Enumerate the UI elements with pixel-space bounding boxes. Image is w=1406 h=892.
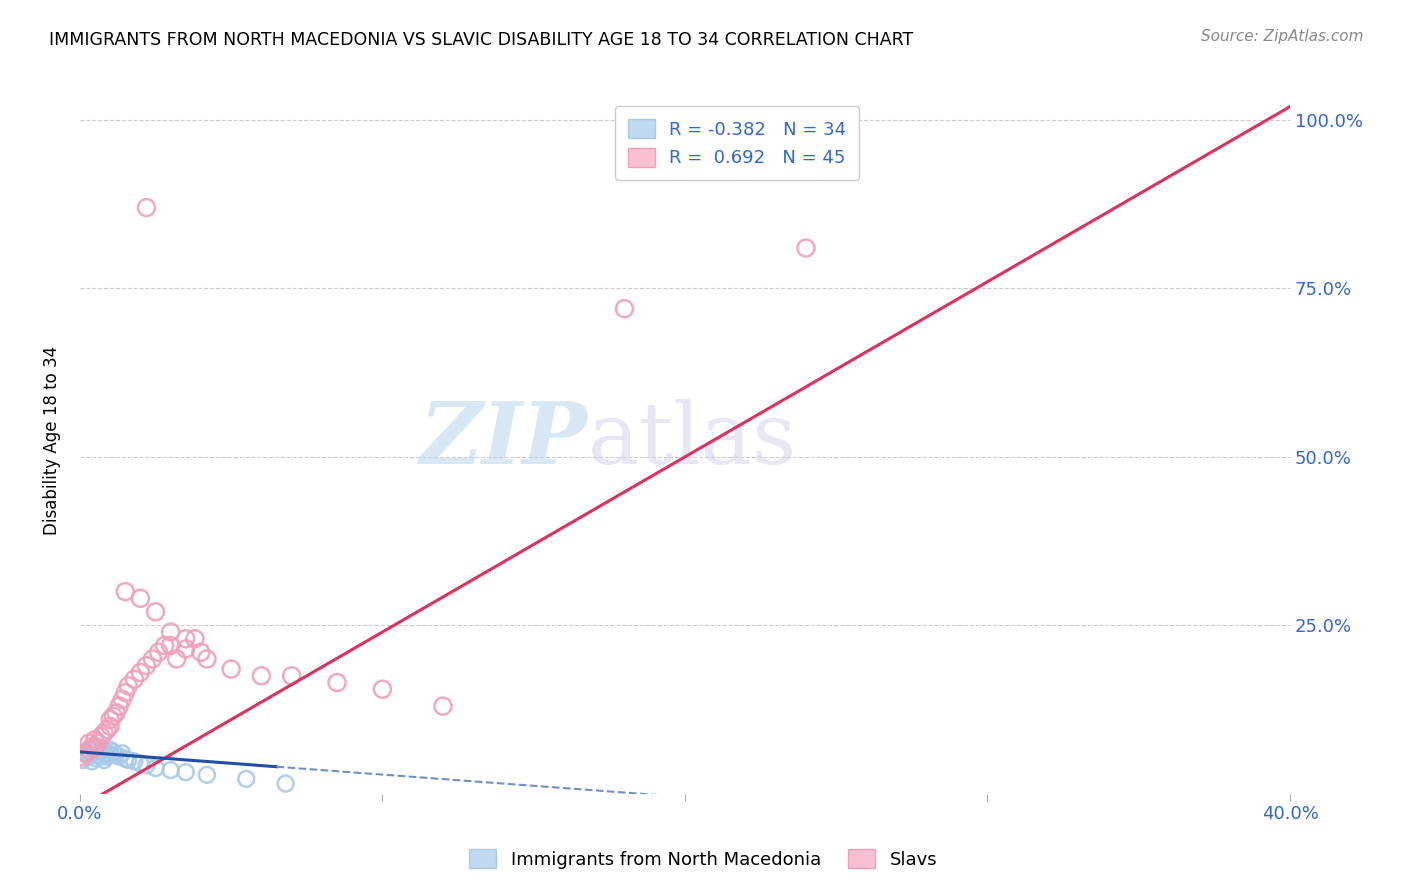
Point <box>114 685 136 699</box>
Point <box>80 755 103 769</box>
Point <box>174 632 197 646</box>
Point <box>219 662 242 676</box>
Point <box>432 699 454 714</box>
Point <box>166 652 188 666</box>
Text: atlas: atlas <box>588 399 797 482</box>
Point <box>87 736 110 750</box>
Point <box>72 749 94 764</box>
Point <box>96 749 118 764</box>
Point <box>77 743 100 757</box>
Point <box>124 672 146 686</box>
Point <box>145 605 167 619</box>
Point <box>124 755 146 769</box>
Point <box>108 749 131 764</box>
Point <box>84 732 107 747</box>
Point <box>250 669 273 683</box>
Point <box>117 679 139 693</box>
Text: Source: ZipAtlas.com: Source: ZipAtlas.com <box>1201 29 1364 44</box>
Point <box>98 713 121 727</box>
Point <box>105 747 128 762</box>
Point <box>613 301 636 316</box>
Point <box>111 746 134 760</box>
Point <box>98 743 121 757</box>
Point <box>129 665 152 680</box>
Point <box>117 753 139 767</box>
Point <box>98 747 121 762</box>
Point <box>93 726 115 740</box>
Point <box>141 652 163 666</box>
Point <box>135 758 157 772</box>
Point <box>90 745 112 759</box>
Point <box>108 699 131 714</box>
Point <box>114 584 136 599</box>
Point <box>195 652 218 666</box>
Point <box>105 706 128 720</box>
Point <box>80 746 103 760</box>
Point <box>794 241 817 255</box>
Point <box>135 658 157 673</box>
Point <box>159 639 181 653</box>
Legend: Immigrants from North Macedonia, Slavs: Immigrants from North Macedonia, Slavs <box>461 842 945 876</box>
Point <box>77 736 100 750</box>
Point <box>75 746 97 760</box>
Point <box>274 776 297 790</box>
Point <box>77 743 100 757</box>
Point <box>96 746 118 760</box>
Point <box>280 669 302 683</box>
Point <box>101 745 124 759</box>
Y-axis label: Disability Age 18 to 34: Disability Age 18 to 34 <box>44 345 60 534</box>
Point <box>129 591 152 606</box>
Point <box>326 675 349 690</box>
Point <box>93 743 115 757</box>
Text: IMMIGRANTS FROM NORTH MACEDONIA VS SLAVIC DISABILITY AGE 18 TO 34 CORRELATION CH: IMMIGRANTS FROM NORTH MACEDONIA VS SLAVI… <box>49 31 914 49</box>
Point <box>84 740 107 755</box>
Legend: R = -0.382   N = 34, R =  0.692   N = 45: R = -0.382 N = 34, R = 0.692 N = 45 <box>616 106 859 180</box>
Point <box>111 692 134 706</box>
Point <box>195 768 218 782</box>
Point <box>145 761 167 775</box>
Point <box>77 749 100 764</box>
Point <box>148 645 170 659</box>
Point <box>98 719 121 733</box>
Point <box>101 709 124 723</box>
Point <box>87 739 110 754</box>
Point <box>93 753 115 767</box>
Point <box>90 730 112 744</box>
Point <box>114 751 136 765</box>
Point <box>96 723 118 737</box>
Point <box>72 753 94 767</box>
Point <box>190 645 212 659</box>
Point <box>84 751 107 765</box>
Text: ZIP: ZIP <box>420 398 588 482</box>
Point <box>75 745 97 759</box>
Point <box>159 763 181 777</box>
Point <box>174 641 197 656</box>
Point <box>87 747 110 762</box>
Point <box>135 201 157 215</box>
Point <box>129 756 152 771</box>
Point <box>371 682 394 697</box>
Point <box>184 632 207 646</box>
Point <box>153 639 176 653</box>
Point <box>80 739 103 754</box>
Point <box>235 772 257 786</box>
Point <box>84 740 107 755</box>
Point <box>90 749 112 764</box>
Point <box>174 765 197 780</box>
Point <box>159 625 181 640</box>
Point <box>75 747 97 762</box>
